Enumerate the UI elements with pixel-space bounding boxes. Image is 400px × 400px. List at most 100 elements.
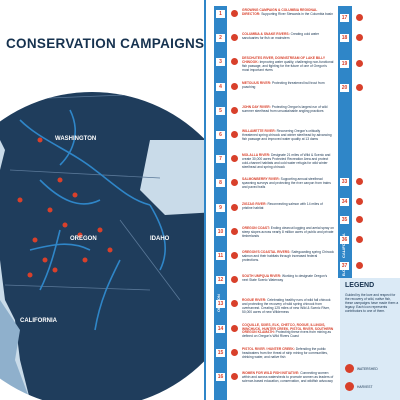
land xyxy=(0,92,204,400)
campaign-number: 1 xyxy=(216,10,225,18)
campaign-entry: GROWING CAMPAIGN & COLUMBIA REGIONAL DIR… xyxy=(242,8,334,17)
campaign-number: 8 xyxy=(216,179,225,188)
map: BRITISH COLUMBIA WASHINGTON OREGON IDAHO… xyxy=(0,74,204,400)
legend-label: HARVEST xyxy=(357,384,373,389)
campaign-icon xyxy=(231,300,238,308)
campaign-title: GROWING CAMPAIGN & COLUMBIA REGIONAL DIR… xyxy=(242,8,318,16)
campaign-text: Recovering Oregon's critically threatene… xyxy=(242,129,332,141)
campaign-icon xyxy=(231,10,238,17)
campaign-number: 3 xyxy=(216,58,225,67)
campaign-text: Improving water quality, challenging non… xyxy=(242,60,334,73)
legend-title: LEGEND xyxy=(345,282,375,289)
campaign-icon xyxy=(231,58,238,66)
strip xyxy=(338,6,352,278)
campaign-number: 37 xyxy=(340,262,349,270)
campaign-title: OREGON COAST: xyxy=(242,225,270,230)
legend-item: HARVEST xyxy=(345,382,373,391)
campaign-title: MOLALLA RIVER: xyxy=(242,153,271,158)
campaign-icon xyxy=(231,82,238,90)
campaign-number: 36 xyxy=(340,236,349,244)
campaign-entry: SALMONBERRY RIVER: Supporting annual ste… xyxy=(242,177,334,190)
campaign-icon xyxy=(356,60,363,67)
campaign-entry: ROGUE RIVER: Celebrating healthy runs of… xyxy=(242,298,334,315)
campaign-title: OREGON'S COASTAL RIVERS: xyxy=(242,250,291,254)
campaign-panel: OREGON CALIFORNIA B.C. LEGEND Guided by … xyxy=(204,0,400,400)
campaign-title: ZIGZAG RIVER: xyxy=(242,201,267,206)
campaign-icon xyxy=(231,348,238,356)
campaign-icon xyxy=(356,262,363,269)
campaign-entry: WILLAMETTE RIVER: Recovering Oregon's cr… xyxy=(242,129,334,142)
campaign-title: COQUILLE, SIXES, ELK, CHETCO, ROGUE, ILL… xyxy=(242,322,334,335)
campaign-number: 14 xyxy=(216,324,225,333)
campaign-icon xyxy=(356,216,363,223)
campaign-entry: OREGON COAST: Ending clearcut logging an… xyxy=(242,225,334,239)
campaign-entry: MOLALLA RIVER: Designate 21 miles of Wil… xyxy=(242,153,334,170)
campaign-number: 5 xyxy=(216,106,225,115)
campaign-icon xyxy=(356,236,363,243)
campaign-text: Supporting River Stewards in the Columbi… xyxy=(261,11,334,16)
campaign-title: PISTOL RIVER / HUNTER CREEK: xyxy=(242,346,295,351)
campaign-icon xyxy=(356,178,363,185)
campaign-text: Celebrating healthy runs of wild fall ch… xyxy=(242,298,331,315)
campaign-icon xyxy=(356,84,363,91)
campaign-text: Connecting women within and across water… xyxy=(242,371,334,383)
campaign-title: SOUTH UMPQUA RIVER: xyxy=(242,274,282,279)
campaign-number: 17 xyxy=(340,14,349,22)
campaign-number: 11 xyxy=(216,252,225,260)
campaign-text: Safeguarding spring Chinook salmon and t… xyxy=(242,250,334,262)
campaign-title: SALMONBERRY RIVER: xyxy=(242,177,280,182)
campaign-title: COLUMBIA & SNAKE RIVERS: xyxy=(242,32,290,37)
campaign-number: 9 xyxy=(216,203,225,212)
campaign-number: 13 xyxy=(216,300,225,309)
campaign-entry: PISTOL RIVER / HUNTER CREEK: Defending t… xyxy=(242,346,334,360)
campaign-number: 6 xyxy=(216,131,225,139)
campaign-number: 35 xyxy=(340,216,349,224)
campaign-text: Reconnecting salmon with 14 miles of pri… xyxy=(242,201,323,210)
campaign-text: Defending the public headwaters from the… xyxy=(242,346,328,359)
campaign-icon xyxy=(231,179,238,187)
campaign-text: Ending clearcut logging and aerial spray… xyxy=(242,225,334,238)
campaign-entry: DESCHUTES RIVER, DOWNSTREAM OF LAKE BILL… xyxy=(242,56,334,73)
campaign-icon xyxy=(231,276,238,284)
campaign-title: METOLIUS RIVER: xyxy=(242,80,272,85)
campaign-text: Protecting these rivers from mining as d… xyxy=(242,330,331,339)
campaign-icon xyxy=(231,131,238,138)
campaign-text: Designate 21 miles of Wild & Scenic and … xyxy=(242,153,331,169)
map-label: BRITISH COLUMBIA xyxy=(28,74,87,80)
campaign-number: 19 xyxy=(340,60,349,68)
campaign-icon xyxy=(231,203,238,211)
campaign-title: ROGUE RIVER: xyxy=(242,298,267,303)
campaign-number: 7 xyxy=(216,155,225,164)
campaign-entry: JOHN DAY RIVER: Protecting Oregon's larg… xyxy=(242,104,334,114)
campaign-title: WILLAMETTE RIVER: xyxy=(242,129,276,133)
campaign-number: 33 xyxy=(340,178,349,186)
campaign-icon xyxy=(356,34,363,41)
campaign-text: Creating cold water sanctuaries for fish… xyxy=(242,32,320,41)
map-label: OREGON xyxy=(70,236,97,242)
markers xyxy=(17,137,113,278)
campaign-number: 15 xyxy=(216,348,225,357)
campaign-text: Protecting threatened bull trout from po… xyxy=(242,80,325,89)
campaign-title: WOMEN FOR WILD FISH INITIATIVE: xyxy=(242,371,300,375)
campaign-entry: SOUTH UMPQUA RIVER: Working to designate… xyxy=(242,274,334,283)
campaign-icon xyxy=(356,14,363,21)
campaign-text: Working to designate Oregon's next State… xyxy=(242,274,328,283)
campaign-number: 20 xyxy=(340,84,349,92)
campaign-text: Protecting Oregon's largest run of wild … xyxy=(242,104,328,113)
campaign-icon xyxy=(231,373,238,380)
campaign-title: JOHN DAY RIVER: xyxy=(242,104,271,109)
legend-text: Guided by the love and respect for the r… xyxy=(345,293,399,313)
legend-item: WATERSHED xyxy=(345,364,378,373)
map-label: WASHINGTON xyxy=(55,136,96,142)
campaign-entry: OREGON'S COASTAL RIVERS: Safeguarding sp… xyxy=(242,250,334,263)
campaign-entry: WOMEN FOR WILD FISH INITIATIVE: Connecti… xyxy=(242,371,334,384)
campaign-text: Supporting annual steelhead spawning sur… xyxy=(242,177,331,190)
campaign-title: DESCHUTES RIVER, DOWNSTREAM OF LAKE BILL… xyxy=(242,56,325,65)
legend: LEGEND Guided by the love and respect fo… xyxy=(340,278,400,400)
legend-label: WATERSHED xyxy=(357,366,378,371)
campaign-number: 12 xyxy=(216,276,225,285)
campaign-icon xyxy=(231,227,238,235)
campaign-icon xyxy=(231,324,238,332)
campaign-number: 4 xyxy=(216,82,225,91)
